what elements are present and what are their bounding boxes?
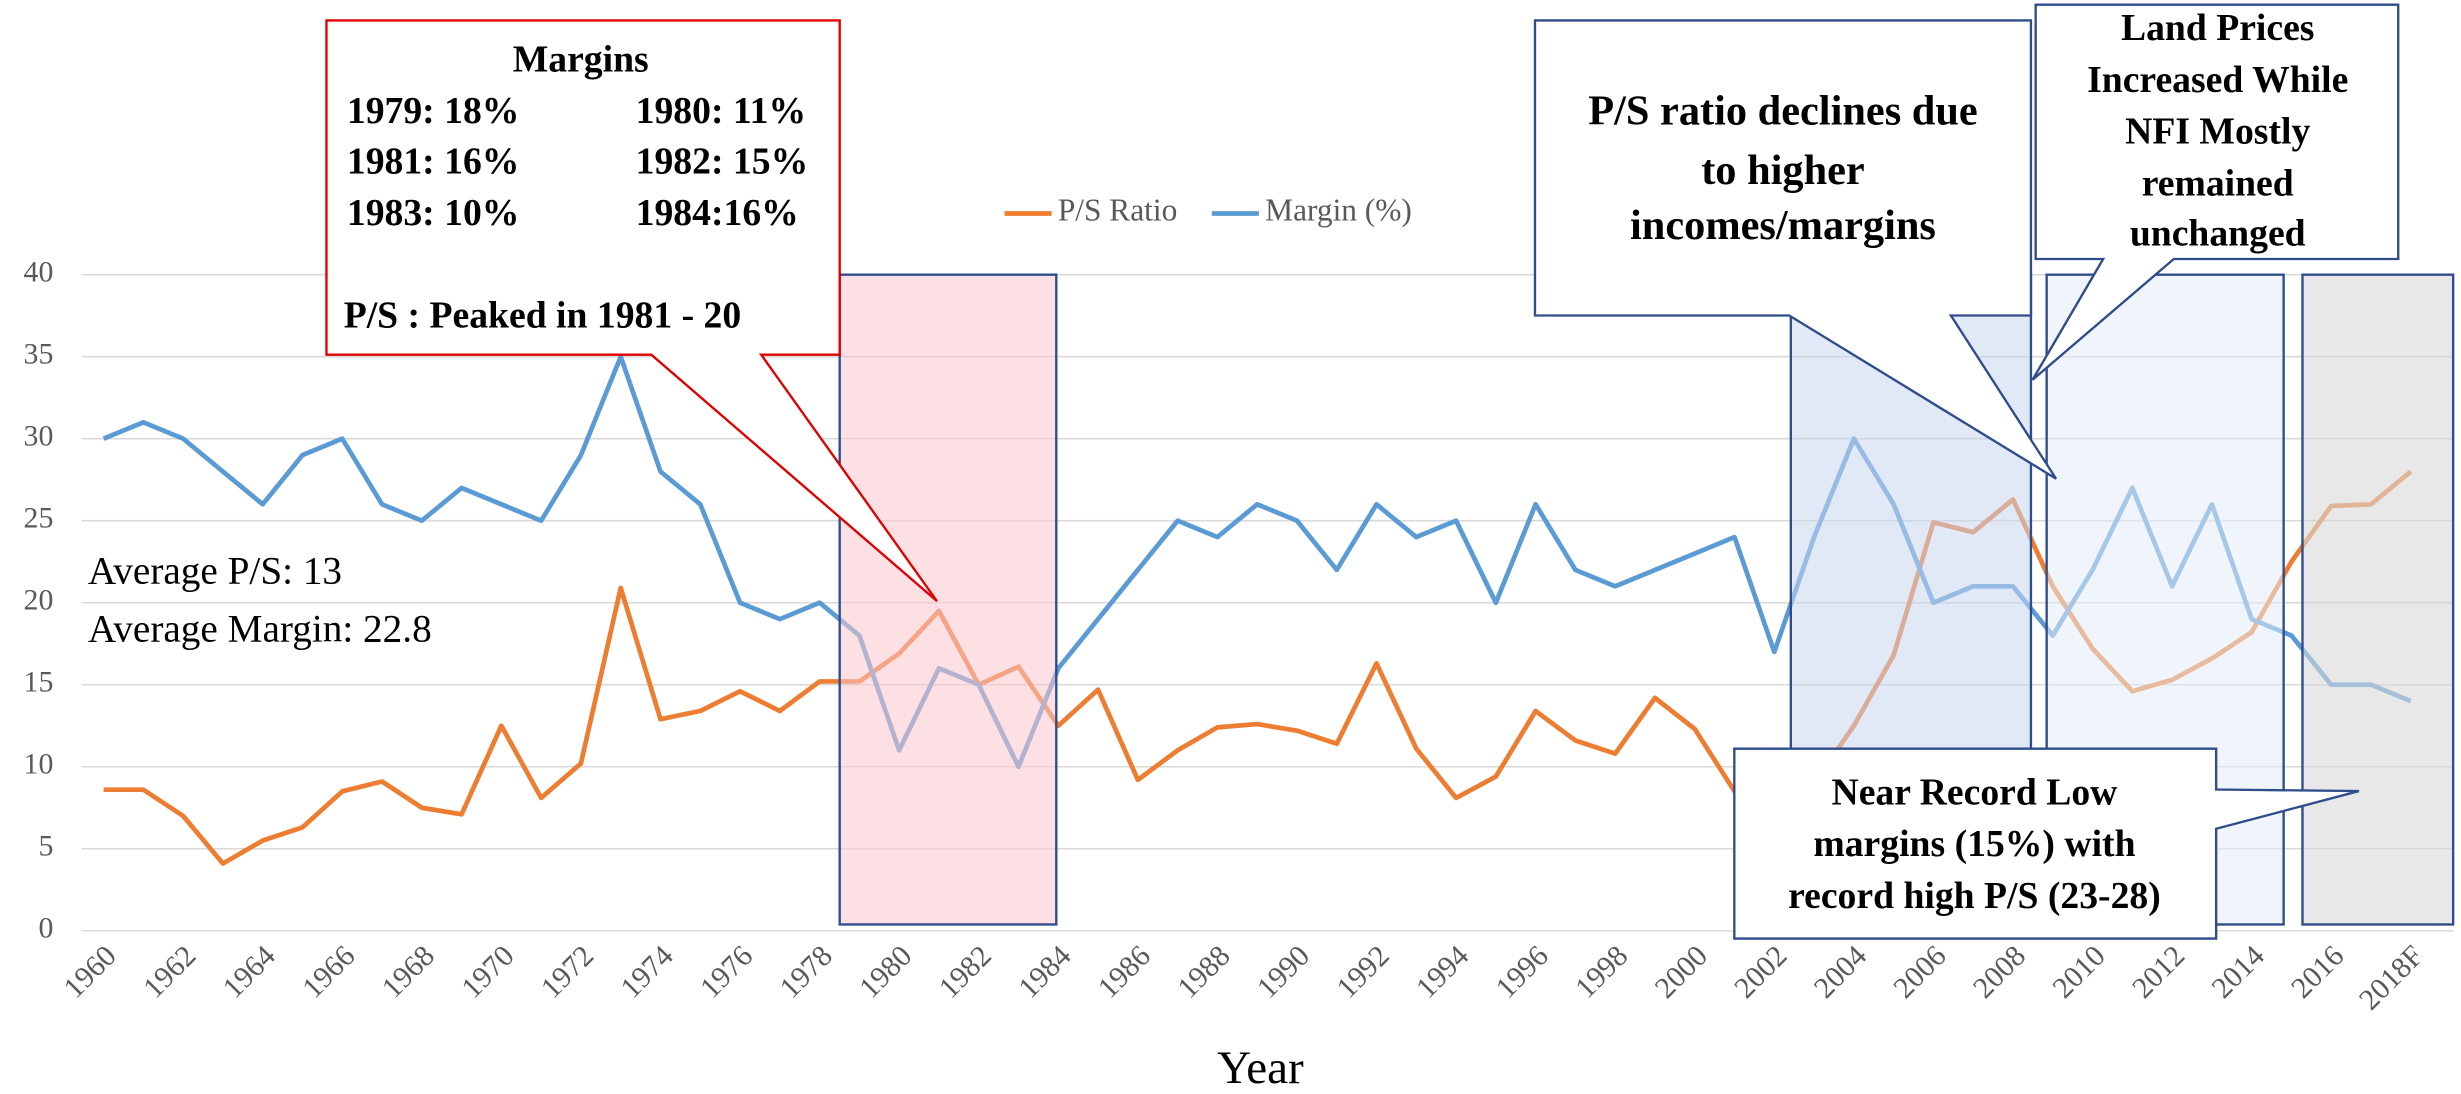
margins-callout: Margins 1979: 18% 1980: 11% 1981: 16% 19… — [325, 19, 938, 603]
y-tick-label: 5 — [38, 830, 53, 863]
callout-text: incomes/margins — [1630, 202, 1936, 249]
callout-text: 1983: 10% — [347, 192, 520, 234]
x-tick-label: 1998 — [1569, 939, 1634, 1004]
x-axis-label: Year — [1217, 1042, 1304, 1094]
callout-box — [1533, 19, 2058, 480]
y-tick-label: 25 — [24, 502, 54, 535]
x-tick-label: 1988 — [1171, 939, 1236, 1004]
x-tick-label: 2018F — [2353, 939, 2430, 1016]
x-tick-label: 2008 — [1967, 939, 2032, 1004]
callout-text: 1979: 18% — [347, 90, 520, 132]
callout-text: Near Record Low — [1832, 771, 2118, 813]
x-tick-label: 2000 — [1648, 939, 1713, 1004]
y-tick-label: 35 — [24, 338, 54, 371]
land-callout: Land Prices Increased While NFI Mostly r… — [2031, 3, 2400, 381]
callout-text: to higher — [1701, 147, 1865, 194]
callout-text: Margins — [513, 38, 649, 80]
x-tick-label: 1994 — [1410, 939, 1476, 1005]
callout-text: Land Prices — [2121, 7, 2315, 49]
callout-box — [2031, 3, 2400, 381]
x-tick-label: 2016 — [2285, 939, 2351, 1005]
record-callout: Near Record Low margins (15%) with recor… — [1733, 747, 2360, 940]
average-ps: Average P/S: 13 — [88, 549, 342, 592]
callout-text: unchanged — [2130, 213, 2306, 255]
callout-text: P/S : Peaked in 1981 - 20 — [344, 294, 742, 336]
x-tick-label: 1974 — [614, 939, 680, 1005]
x-tick-label: 1962 — [137, 939, 202, 1004]
y-tick-label: 20 — [24, 584, 54, 617]
callout-text: P/S ratio declines due — [1588, 87, 1977, 134]
x-tick-label: 1982 — [932, 939, 997, 1004]
x-tick-label: 1992 — [1330, 939, 1395, 1004]
x-tick-label: 1978 — [773, 939, 838, 1004]
y-tick-label: 30 — [24, 420, 54, 453]
callout-text: margins (15%) with — [1813, 823, 2135, 865]
period-1979-1984 — [838, 273, 1058, 926]
callout-text: NFI Mostly — [2125, 111, 2310, 153]
legend: P/S Ratio Margin (%) — [1004, 193, 1412, 228]
ps-callout: P/S ratio declines due to higher incomes… — [1533, 19, 2058, 480]
x-tick-label: 1996 — [1489, 939, 1555, 1005]
legend-label: Margin (%) — [1265, 193, 1412, 228]
x-tick-label: 2004 — [1808, 939, 1874, 1005]
callout-box — [325, 19, 938, 603]
callout-text: 1984:16% — [636, 192, 799, 234]
x-tick-label: 1960 — [57, 939, 122, 1004]
callout-box — [1733, 747, 2360, 940]
x-tick-label: 2012 — [2126, 939, 2191, 1004]
callout-text: record high P/S (23-28) — [1788, 875, 2161, 917]
x-tick-label: 2010 — [2046, 939, 2111, 1004]
callout-text: 1980: 11% — [636, 90, 807, 132]
x-tick-label: 1964 — [216, 939, 282, 1005]
x-tick-label: 1980 — [853, 939, 918, 1004]
callout-text: 1982: 15% — [636, 140, 809, 182]
x-tick-label: 1986 — [1092, 939, 1158, 1005]
x-tick-label: 1966 — [296, 939, 362, 1005]
x-tick-label: 1970 — [455, 939, 520, 1004]
average-margin: Average Margin: 22.8 — [88, 608, 432, 651]
x-tick-label: 1968 — [376, 939, 441, 1004]
period-2015-2018 — [2301, 273, 2455, 926]
x-tick-label: 1984 — [1012, 939, 1078, 1005]
callout-text: remained — [2142, 162, 2294, 204]
x-tick-label: 1990 — [1251, 939, 1316, 1004]
x-tick-label: 2006 — [1887, 939, 1953, 1005]
callout-text: 1981: 16% — [347, 140, 520, 182]
y-tick-label: 0 — [38, 912, 53, 945]
legend-label: P/S Ratio — [1058, 193, 1177, 228]
x-tick-label: 2002 — [1728, 939, 1793, 1004]
y-tick-label: 40 — [24, 256, 54, 289]
x-tick-label: 1972 — [535, 939, 600, 1004]
x-tick-label: 2014 — [2205, 939, 2271, 1005]
x-tick-label: 1976 — [694, 939, 760, 1005]
y-tick-label: 10 — [24, 748, 54, 781]
callout-text: Increased While — [2087, 59, 2348, 101]
y-tick-label: 15 — [24, 666, 54, 699]
